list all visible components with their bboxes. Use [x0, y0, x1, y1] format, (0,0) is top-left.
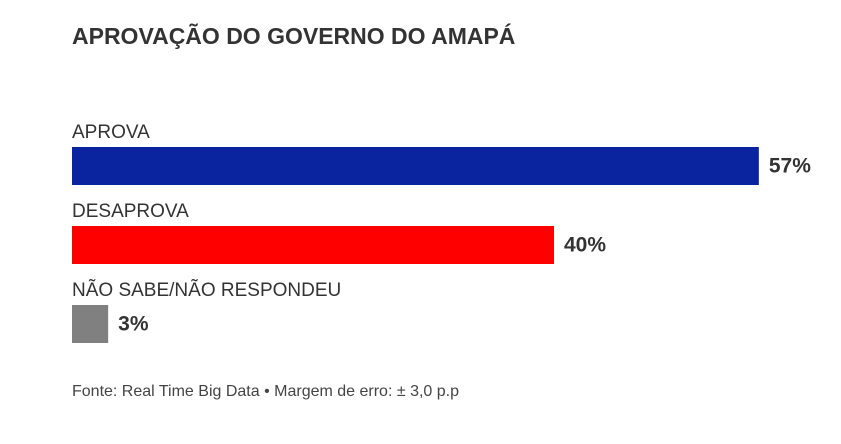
- category-label: DESAPROVA: [72, 201, 189, 222]
- category-label: APROVA: [72, 122, 150, 143]
- source-note: Fonte: Real Time Big Data • Margem de er…: [72, 383, 459, 400]
- value-label: 3%: [118, 313, 149, 336]
- chart-title: APROVAÇÃO DO GOVERNO DO AMAPÁ: [72, 22, 515, 49]
- value-label: 40%: [564, 234, 606, 257]
- bar: [72, 226, 554, 264]
- bar: [72, 305, 109, 343]
- category-label: NÃO SABE/NÃO RESPONDEU: [72, 279, 341, 301]
- bar: [72, 147, 759, 185]
- value-label: 57%: [769, 155, 811, 178]
